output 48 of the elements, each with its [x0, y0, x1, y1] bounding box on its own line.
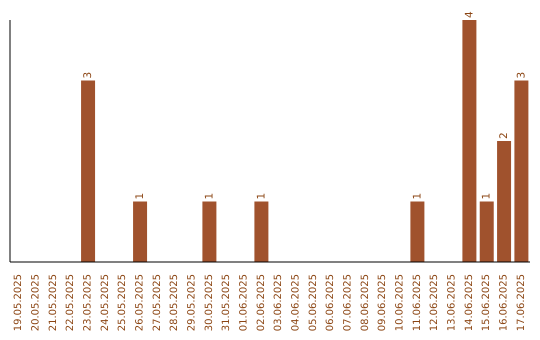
data-label: 3 [82, 72, 94, 78]
x-tick-label: 13.06.2025 [446, 274, 458, 332]
x-tick-label: 07.06.2025 [342, 274, 354, 332]
bar [514, 80, 528, 262]
x-tick-label: 12.06.2025 [429, 274, 440, 332]
bar [254, 202, 268, 262]
x-tick-label: 29.05.2025 [186, 274, 198, 332]
x-tick-label: 26.05.2025 [134, 274, 146, 332]
x-tick-label: 16.06.2025 [498, 274, 510, 332]
x-tick-label: 10.06.2025 [394, 274, 406, 332]
data-label: 1 [411, 192, 424, 200]
bar [202, 202, 216, 262]
bar [133, 202, 148, 262]
x-tick-label: 28.05.2025 [169, 274, 180, 332]
data-label: 1 [255, 192, 268, 200]
data-label: 3 [515, 72, 528, 78]
x-tick-label: 27.05.2025 [152, 274, 163, 332]
data-label: 4 [463, 11, 476, 18]
x-tick-label: 25.05.2025 [117, 274, 128, 332]
x-tick-label: 15.06.2025 [481, 274, 492, 332]
x-tick-label: 30.05.2025 [204, 274, 215, 332]
x-tick-label: 31.05.2025 [221, 274, 232, 332]
x-tick-label: 24.05.2025 [100, 274, 111, 332]
x-tick-label: 23.05.2025 [82, 274, 94, 332]
bar [497, 141, 512, 262]
x-tick-label: 03.06.2025 [273, 274, 284, 332]
x-tick-label: 08.06.2025 [360, 274, 371, 332]
x-tick-label: 01.06.2025 [238, 274, 250, 332]
bar [462, 20, 476, 262]
bar [410, 202, 424, 262]
x-tick-label: 05.06.2025 [308, 274, 319, 332]
x-tick-label: 02.06.2025 [256, 274, 267, 332]
data-label: 2 [498, 132, 510, 139]
bar [480, 202, 494, 262]
bar [81, 80, 96, 262]
data-label: 1 [480, 192, 493, 200]
x-tick-label: 21.05.2025 [48, 274, 59, 332]
x-tick-label: 06.06.2025 [325, 274, 336, 332]
x-tick-label: 20.05.2025 [30, 274, 42, 332]
x-tick-label: 04.06.2025 [290, 274, 302, 332]
x-tick-label: 09.06.2025 [377, 274, 388, 332]
x-tick-label: 22.05.2025 [65, 274, 76, 332]
x-tick-label: 11.06.2025 [412, 274, 423, 332]
x-tick-label: 17.06.2025 [516, 274, 527, 332]
data-label: 1 [134, 192, 146, 200]
data-label: 1 [203, 192, 216, 200]
x-tick-label: 19.05.2025 [13, 274, 24, 332]
x-tick-label: 14.06.2025 [464, 274, 475, 332]
